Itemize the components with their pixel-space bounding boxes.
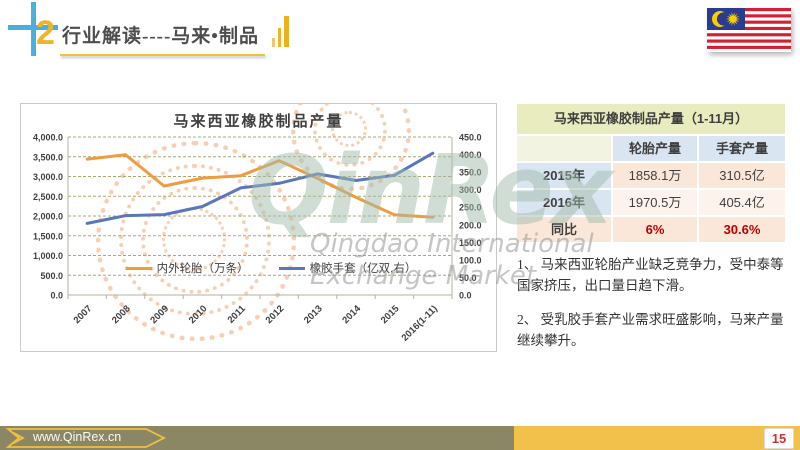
note-item: 2、 受乳胶手套产业需求旺盛影响，马来产量继续攀升。 bbox=[517, 311, 784, 348]
table-header-cell: 手套产量 bbox=[699, 136, 785, 161]
legend-item: 橡胶手套（亿双,右） bbox=[278, 260, 417, 276]
dotted-swirl-decoration bbox=[21, 104, 496, 351]
right-axis-label: 400.0 bbox=[459, 150, 482, 160]
table-header-cell: 轮胎产量 bbox=[613, 136, 697, 161]
x-axis-label: 2012 bbox=[264, 303, 287, 326]
production-chart-panel: 马来西亚橡胶制品产量 0.0 500.0 1,000.0 1,500.0 2,000.0… bbox=[20, 103, 497, 352]
x-axis-label: 2009 bbox=[148, 303, 171, 326]
right-axis-label: 150.0 bbox=[459, 238, 482, 248]
left-axis-label: 2,000.0 bbox=[33, 212, 63, 222]
analysis-notes: 1、 马来西亚轮胎产业缺乏竞争力，受中泰等国家挤压，出口量日趋下滑。 2、 受乳… bbox=[517, 255, 785, 352]
x-axis-label: 2011 bbox=[226, 303, 249, 326]
table-header-cell bbox=[517, 136, 611, 161]
right-axis-label: 100.0 bbox=[459, 255, 482, 265]
x-axis-label: 2007 bbox=[72, 303, 95, 326]
table-cell: 1858.1万 bbox=[613, 163, 697, 188]
note-item: 1、 马来西亚轮胎产业缺乏竞争力，受中泰等国家挤压，出口量日趋下滑。 bbox=[517, 257, 784, 293]
production-line-chart: 0.0 500.0 1,000.0 1,500.0 2,000.0 2,500.0 3,00… bbox=[33, 133, 482, 344]
header-cross-icon-bar bbox=[8, 25, 58, 30]
flag-stripes bbox=[707, 8, 791, 49]
legend-item: 内外轮胎（万条） bbox=[125, 260, 249, 276]
right-axis-label: 0.0 bbox=[459, 291, 472, 301]
malaysia-flag-image bbox=[707, 8, 791, 52]
summary-panel: 马来西亚橡胶制品产量（1-11月） 轮胎产量 手套产量 2015年 1858.1… bbox=[517, 104, 785, 365]
left-axis-label: 1,500.0 bbox=[33, 231, 63, 241]
chart-legend: 内外轮胎（万条） 橡胶手套（亿双,右） bbox=[101, 260, 441, 276]
series-line bbox=[85, 151, 435, 225]
legend-label: 橡胶手套（亿双,右） bbox=[309, 263, 417, 275]
table-row-label: 2016年 bbox=[517, 190, 611, 215]
page-title: 行业解读----马来•制品 bbox=[62, 26, 259, 47]
footer-bar-left bbox=[0, 426, 514, 450]
left-axis-label: 1,000.0 bbox=[33, 251, 63, 261]
left-axis-label: 2,500.0 bbox=[33, 192, 63, 202]
legend-swatch bbox=[125, 266, 152, 270]
right-axis-label: 300.0 bbox=[459, 185, 482, 195]
left-axis-label: 3,000.0 bbox=[33, 172, 63, 182]
footer-bar-right bbox=[514, 426, 800, 450]
table-row-label: 2015年 bbox=[517, 163, 611, 188]
x-axis-label: 2010 bbox=[187, 303, 210, 326]
right-axis-label: 200.0 bbox=[459, 220, 482, 230]
x-axis-label: 2016(1-11) bbox=[400, 303, 440, 343]
table-cell-yoy: 30.6% bbox=[699, 217, 785, 242]
left-axis-label: 0.0 bbox=[50, 291, 63, 301]
table-cell-yoy: 6% bbox=[613, 217, 697, 242]
right-axis-label: 350.0 bbox=[459, 168, 482, 178]
legend-label: 内外轮胎（万条） bbox=[156, 263, 249, 275]
legend-swatch bbox=[278, 266, 305, 270]
table-cell: 310.5亿 bbox=[699, 163, 785, 188]
right-axis-label: 250.0 bbox=[459, 203, 482, 213]
page-number: 15 bbox=[764, 428, 794, 449]
left-axis-label: 4,000.0 bbox=[33, 133, 63, 143]
flag-star bbox=[726, 12, 740, 26]
chart-title: 马来西亚橡胶制品产量 bbox=[173, 113, 344, 130]
right-axis-label: 50.0 bbox=[459, 273, 477, 283]
x-axis-label: 2015 bbox=[379, 303, 402, 326]
table-cell: 1970.5万 bbox=[613, 190, 697, 215]
table-row-label: 同比 bbox=[517, 217, 611, 242]
title-underline bbox=[60, 54, 265, 56]
production-table: 轮胎产量 手套产量 2015年 1858.1万 310.5亿 2016年 197… bbox=[517, 136, 785, 242]
footer-url-link[interactable]: www.QinRex.cn bbox=[33, 430, 122, 444]
section-number: 2 bbox=[36, 14, 55, 52]
footer-arrow-banner bbox=[5, 428, 167, 448]
series-line bbox=[85, 153, 435, 219]
x-axis-label: 2014 bbox=[340, 303, 363, 326]
table-title: 马来西亚橡胶制品产量（1-11月） bbox=[517, 104, 785, 134]
left-axis-label: 3,500.0 bbox=[33, 152, 63, 162]
table-cell: 405.4亿 bbox=[699, 190, 785, 215]
x-axis-label: 2013 bbox=[302, 303, 325, 326]
left-axis-label: 500.0 bbox=[40, 271, 63, 281]
right-axis-label: 450.0 bbox=[459, 133, 482, 143]
x-axis-label: 2008 bbox=[110, 303, 133, 326]
bar-chart-icon bbox=[272, 15, 289, 47]
